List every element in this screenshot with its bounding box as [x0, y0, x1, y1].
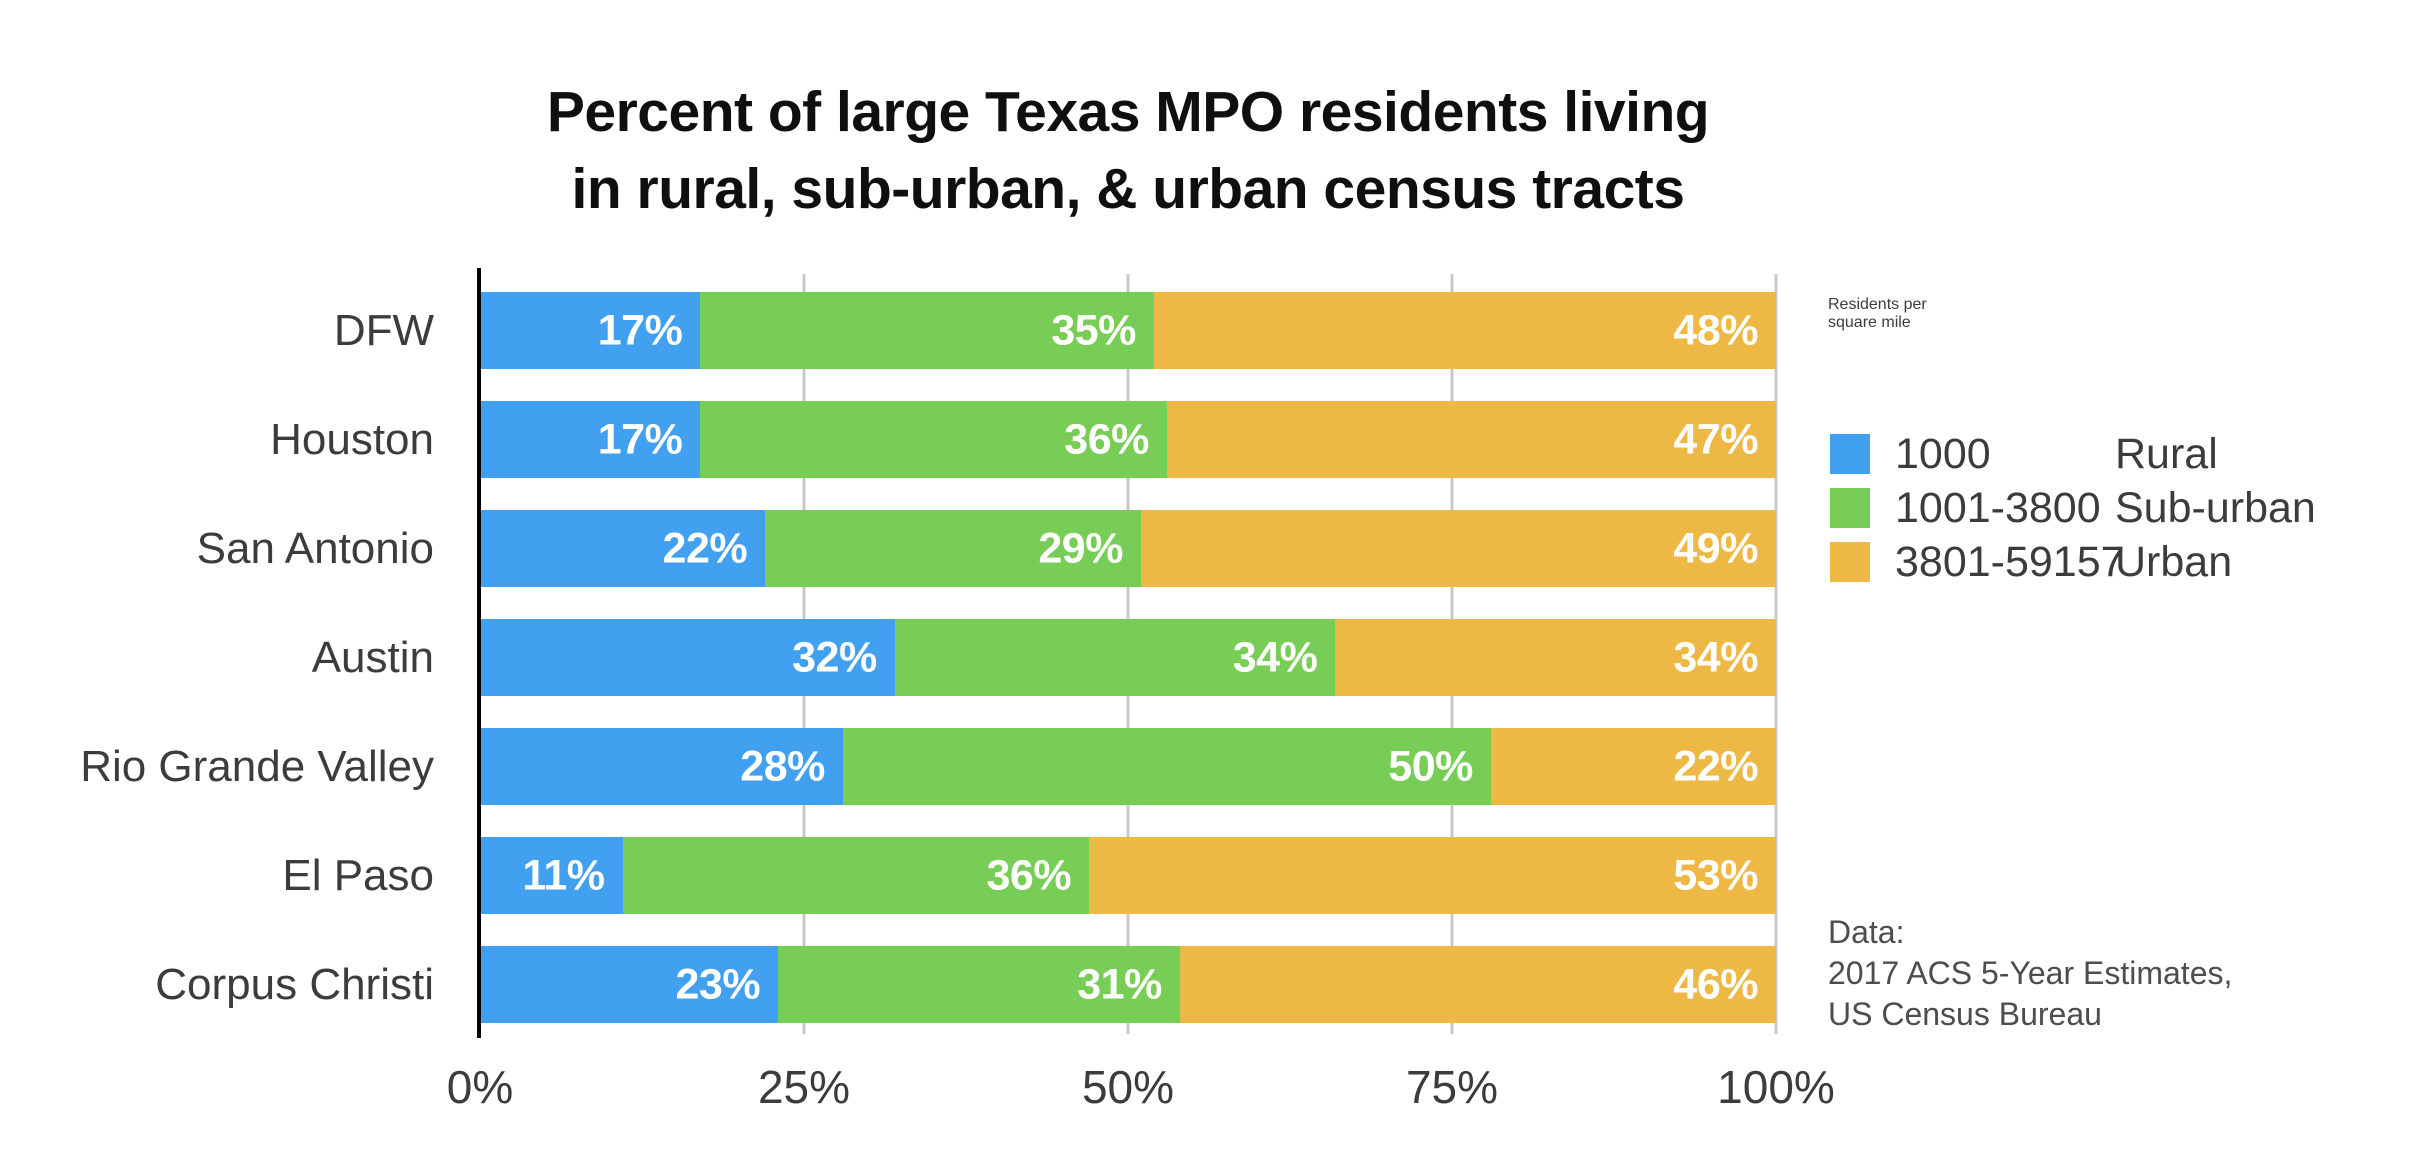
- bar-row-rio-grande-valley: Rio Grande Valley 28% 50% 22%: [80, 728, 1776, 805]
- legend-header: Residents per square mile: [1828, 296, 1927, 332]
- bar-segment-sub-urban: 36%: [622, 837, 1090, 914]
- bar-segment-rural: 28%: [480, 728, 843, 805]
- legend-items: 1000 Rural 1001-3800 Sub-urban 3801-5915…: [1830, 430, 2316, 586]
- value-label: 47%: [1673, 415, 1758, 463]
- value-label: 35%: [1051, 306, 1136, 354]
- value-label: 48%: [1673, 306, 1758, 354]
- legend-zone-rural: Rural: [2115, 429, 2218, 478]
- legend-item-urban: 3801-59157 Urban: [1830, 538, 2316, 586]
- bar-segment-urban: 22%: [1490, 728, 1776, 805]
- value-label: 28%: [740, 742, 825, 790]
- value-label: 53%: [1673, 851, 1758, 899]
- chart-title-line1: Percent of large Texas MPO residents liv…: [546, 80, 1710, 144]
- value-label: 22%: [1673, 742, 1758, 790]
- legend-density-rural: 1000: [1895, 429, 1991, 478]
- note-line1: Data:: [1828, 914, 1905, 950]
- value-label: 31%: [1077, 960, 1162, 1008]
- value-label: 36%: [986, 851, 1072, 899]
- value-label: 46%: [1673, 960, 1758, 1008]
- value-label: 34%: [1673, 633, 1758, 681]
- bar-row-dfw: DFW 17% 35% 48%: [334, 292, 1776, 369]
- value-label: 17%: [597, 306, 683, 354]
- note-line2: 2017 ACS 5-Year Estimates,: [1828, 955, 2233, 991]
- bar-segment-rural: 23%: [480, 946, 779, 1023]
- value-label: 32%: [792, 633, 877, 681]
- value-label: 29%: [1038, 524, 1123, 572]
- value-label: 34%: [1232, 633, 1318, 681]
- y-axis-line: [477, 268, 481, 1038]
- rural-swatch-icon: [1830, 434, 1870, 474]
- bar-segment-urban: 47%: [1166, 401, 1776, 478]
- legend-density-sub-urban: 1001-3800: [1895, 483, 2101, 532]
- x-tick-label-100: 100%: [1717, 1061, 1835, 1113]
- plot-area: 0% 25% 50% 75% 100% DFW 17% 35% 48% Houston 17% 36%…: [80, 268, 1835, 1113]
- legend-header-line1: Residents per: [1828, 296, 1927, 313]
- legend-item-sub-urban: 1001-3800 Sub-urban: [1830, 484, 2316, 532]
- legend-header-line2: square mile: [1828, 314, 1911, 331]
- bar-segment-rural: 17%: [480, 401, 701, 478]
- bar-row-san-antonio: San Antonio 22% 29% 49%: [197, 510, 1776, 587]
- bar-segment-urban: 49%: [1140, 510, 1776, 587]
- bar-segment-sub-urban: 29%: [765, 510, 1141, 587]
- bar-row-austin: Austin 32% 34% 34%: [312, 619, 1776, 696]
- bar-segment-rural: 32%: [480, 619, 895, 696]
- gridline-100: [1774, 274, 1778, 1034]
- category-label: Houston: [270, 415, 434, 464]
- bar-segment-sub-urban: 35%: [700, 292, 1154, 369]
- value-label: 49%: [1673, 524, 1758, 572]
- category-label: El Paso: [282, 851, 434, 900]
- bar-segment-sub-urban: 36%: [700, 401, 1167, 478]
- bar-segment-urban: 48%: [1153, 292, 1776, 369]
- value-label: 17%: [597, 415, 683, 463]
- value-label: 23%: [675, 960, 761, 1008]
- x-tick-label-0: 0%: [446, 1061, 514, 1113]
- bar-row-corpus-christi: Corpus Christi 23% 31% 46%: [155, 946, 1776, 1023]
- x-tick-label-75: 75%: [1405, 1061, 1499, 1113]
- category-label: San Antonio: [196, 524, 434, 573]
- chart-title: Percent of large Texas MPO residents liv…: [480, 74, 1776, 228]
- bar-segment-urban: 53%: [1089, 837, 1776, 914]
- bar-segment-rural: 17%: [480, 292, 701, 369]
- category-label: Austin: [311, 633, 434, 682]
- bar-segment-urban: 34%: [1335, 619, 1776, 696]
- bar-segment-sub-urban: 31%: [778, 946, 1180, 1023]
- category-label: DFW: [333, 306, 434, 355]
- data-source-note: Data: 2017 ACS 5-Year Estimates, US Cens…: [1828, 912, 2232, 1035]
- legend-item-rural: 1000 Rural: [1830, 430, 2316, 478]
- bar-segment-urban: 46%: [1179, 946, 1776, 1023]
- category-label: Corpus Christi: [155, 960, 434, 1009]
- x-tick-label-50: 50%: [1081, 1061, 1175, 1113]
- sub-urban-swatch-icon: [1830, 488, 1870, 528]
- chart-title-line2: in rural, sub-urban, & urban census trac…: [571, 157, 1685, 221]
- bar-segment-sub-urban: 34%: [894, 619, 1336, 696]
- legend-zone-urban: Urban: [2115, 537, 2233, 586]
- bar-segment-rural: 22%: [480, 510, 766, 587]
- urban-swatch-icon: [1830, 542, 1870, 582]
- value-label: 22%: [662, 524, 748, 572]
- legend-density-urban: 3801-59157: [1895, 537, 2125, 586]
- bar-row-houston: Houston 17% 36% 47%: [270, 401, 1776, 478]
- value-label: 36%: [1064, 415, 1149, 463]
- value-label: 50%: [1388, 742, 1473, 790]
- legend-zone-sub-urban: Sub-urban: [2115, 483, 2316, 532]
- bar-segment-sub-urban: 50%: [842, 728, 1491, 805]
- category-label: Rio Grande Valley: [80, 742, 434, 791]
- x-tick-label-25: 25%: [757, 1061, 851, 1113]
- value-label: 11%: [522, 851, 605, 899]
- note-line3: US Census Bureau: [1828, 996, 2102, 1032]
- bar-row-el-paso: El Paso 11% 36% 53%: [282, 837, 1776, 914]
- bar-segment-rural: 11%: [480, 837, 623, 914]
